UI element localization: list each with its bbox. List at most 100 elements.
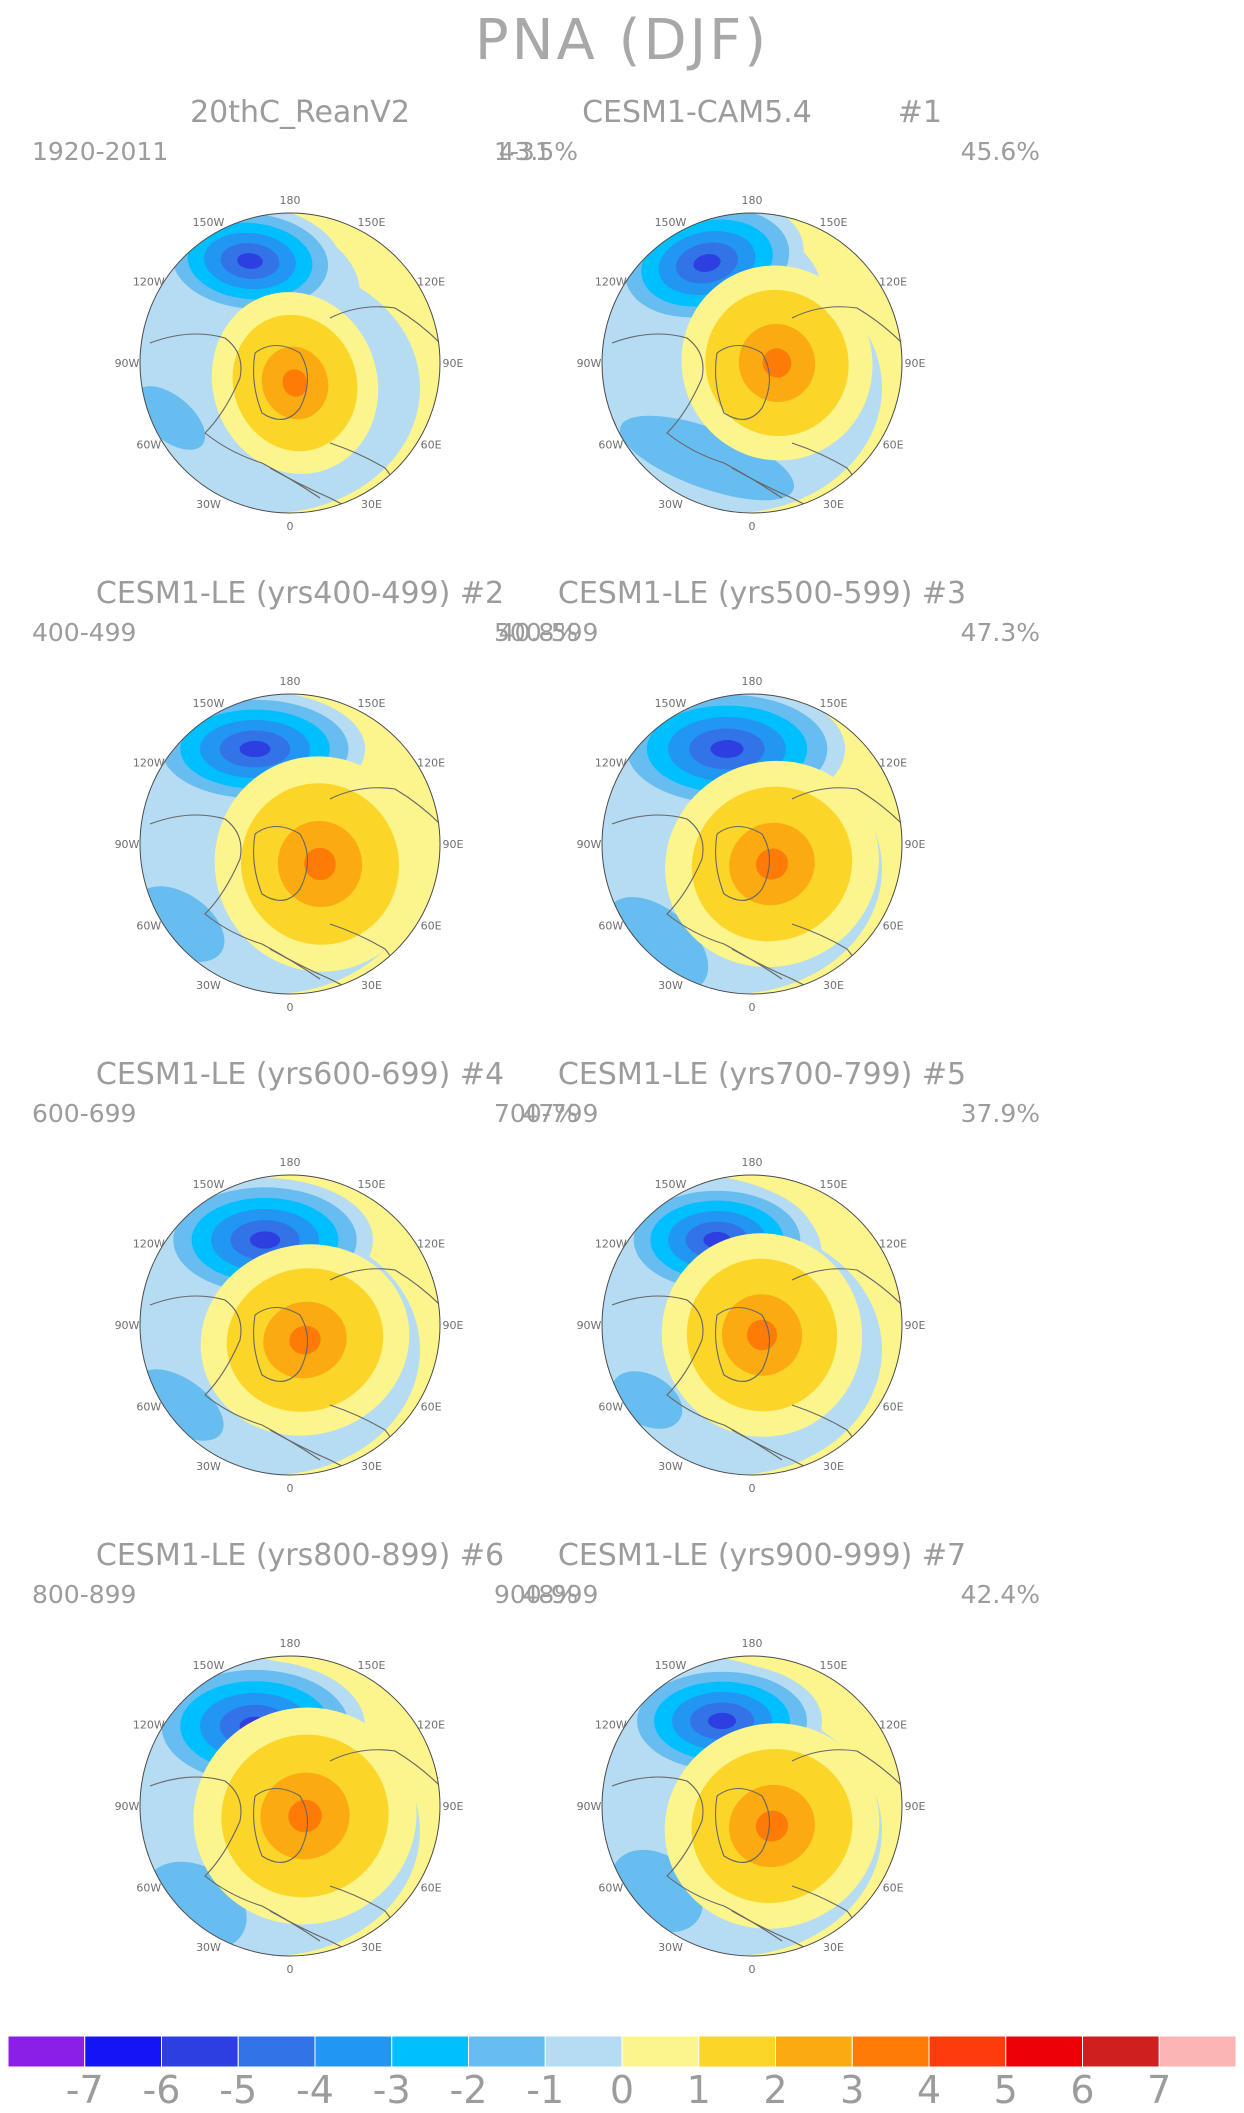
low-contour — [710, 740, 744, 758]
anomaly-field — [602, 213, 902, 513]
anomaly-field — [140, 1656, 440, 1956]
longitude-label: 60E — [421, 920, 442, 933]
longitude-label: 90W — [577, 838, 602, 851]
colorbar-segment — [314, 2036, 393, 2067]
longitude-label: 0 — [749, 1482, 756, 1495]
polar-map: 180 150E 120E 90E 60E 30E 0 30W 60W 90W 120W 150W — [115, 675, 464, 1014]
panel-title: CESM1-LE (yrs600-699) #4 — [95, 1057, 505, 1092]
coastline — [611, 814, 783, 980]
colorbar-tick-label: 6 — [1070, 2068, 1095, 2112]
longitude-label: 30E — [823, 498, 844, 511]
colorbar-tick-label: 7 — [1147, 2068, 1172, 2112]
longitude-label: 60E — [883, 439, 904, 452]
high-contour — [755, 848, 789, 880]
longitude-label: 60W — [598, 439, 623, 452]
colorbar-segment — [1082, 2036, 1160, 2067]
longitude-label: 30W — [658, 979, 683, 992]
longitude-label: 120W — [133, 1238, 165, 1251]
longitude-label: 150W — [655, 1178, 687, 1191]
longitude-label: 180 — [280, 1637, 301, 1650]
map-boundary — [601, 212, 903, 514]
map-panel: 20thC_ReanV2 1920-2011 43.5% 180 150E 120E… — [0, 95, 600, 575]
longitude-label: 150W — [655, 697, 687, 710]
longitude-label: 60W — [136, 920, 161, 933]
low-contour — [693, 254, 721, 272]
panel-title: 20thC_ReanV2 — [190, 95, 410, 130]
high-contour — [282, 369, 308, 397]
longitude-label: 180 — [742, 1156, 763, 1169]
longitude-label: 150W — [193, 697, 225, 710]
coastline — [791, 1749, 902, 1787]
colorbar-tick-label: -2 — [449, 2068, 488, 2112]
panel-years: 900-999 — [494, 1580, 599, 1609]
longitude-label: 120E — [417, 1719, 445, 1732]
longitude-label: 60E — [883, 1882, 904, 1895]
coastline — [611, 333, 783, 499]
colorbar-segment — [391, 2036, 469, 2067]
panel-years: 800-899 — [32, 1580, 137, 1609]
coastline — [253, 1787, 309, 1863]
coastline — [791, 787, 902, 825]
coastline — [149, 1776, 321, 1942]
longitude-label: 60W — [136, 1401, 161, 1414]
longitude-label: 150W — [655, 1659, 687, 1672]
longitude-label: 0 — [287, 1963, 294, 1976]
low-contour — [239, 740, 271, 758]
map-panel: CESM1-LE (yrs800-899) #6 800-899 48% 180… — [0, 1538, 600, 2018]
map-panel: CESM1-LE (yrs400-499) #2 400-499 40.8% 1… — [0, 576, 600, 1056]
longitude-label: 90W — [115, 357, 140, 370]
longitude-label: 150E — [820, 1178, 848, 1191]
longitude-label: 120E — [417, 276, 445, 289]
longitude-label: 30E — [361, 1941, 382, 1954]
longitude-label: 150W — [655, 216, 687, 229]
longitude-label: 120E — [417, 1238, 445, 1251]
panel-years: 1920-2011 — [32, 137, 169, 166]
colorbar-segment — [928, 2036, 1007, 2067]
longitude-label: 90E — [443, 838, 464, 851]
coastline — [149, 1295, 321, 1461]
coastline — [715, 344, 771, 420]
panel-title: CESM1-LE (yrs500-599) #3 — [557, 576, 967, 611]
colorbar-tick-label: -4 — [296, 2068, 334, 2112]
longitude-label: 0 — [287, 1001, 294, 1014]
longitude-label: 0 — [749, 520, 756, 533]
panel-title: CESM1-LE (yrs900-999) #7 — [557, 1538, 967, 1573]
longitude-label: 120E — [879, 276, 907, 289]
longitude-label: 150W — [193, 1178, 225, 1191]
longitude-label: 30E — [361, 498, 382, 511]
colorbar-tick-label: -3 — [372, 2068, 411, 2112]
longitude-label: 150W — [193, 216, 225, 229]
coastline — [253, 344, 309, 420]
colorbar-segment — [851, 2036, 930, 2067]
atlantic-low — [619, 415, 795, 501]
panel-variance: 48% — [522, 1580, 578, 1609]
low-contour — [237, 253, 263, 269]
panel-years: 400-499 — [32, 618, 137, 647]
coastline — [149, 814, 321, 980]
longitude-label: 0 — [287, 520, 294, 533]
map-boundary — [601, 1174, 903, 1476]
longitude-label: 30E — [823, 979, 844, 992]
map-panel: CESM1-LE (yrs900-999) #7 900-999 42.4% 1… — [462, 1538, 1062, 2018]
longitude-label: 0 — [287, 1482, 294, 1495]
coastline — [715, 825, 771, 901]
polar-map: 180 150E 120E 90E 60E 30E 0 30W 60W 90W 120W 150W — [115, 1156, 464, 1495]
coastline — [329, 306, 440, 344]
polar-map: 180 150E 120E 90E 60E 30E 0 30W 60W 90W 120W 150W — [577, 194, 926, 533]
colorbar-tick-label: 0 — [609, 2068, 635, 2112]
polar-map: 180 150E 120E 90E 60E 30E 0 30W 60W 90W 120W 150W — [577, 675, 926, 1014]
longitude-label: 120W — [595, 757, 627, 770]
coastline — [329, 1749, 440, 1787]
longitude-label: 150E — [358, 1178, 386, 1191]
longitude-label: 0 — [749, 1963, 756, 1976]
longitude-label: 30E — [361, 979, 382, 992]
longitude-label: 150E — [820, 1659, 848, 1672]
panel-title: CESM1-LE (yrs400-499) #2 — [95, 576, 505, 611]
colorbar-tick-label: 2 — [763, 2068, 788, 2112]
longitude-label: 90E — [905, 357, 926, 370]
longitude-label: 60E — [421, 1882, 442, 1895]
panel-variance: 47.3% — [960, 618, 1040, 647]
panel-variance: 37.9% — [960, 1099, 1040, 1128]
colorbar-segment — [1005, 2036, 1083, 2067]
panel-title: CESM1-LE (yrs800-899) #6 — [95, 1538, 505, 1573]
